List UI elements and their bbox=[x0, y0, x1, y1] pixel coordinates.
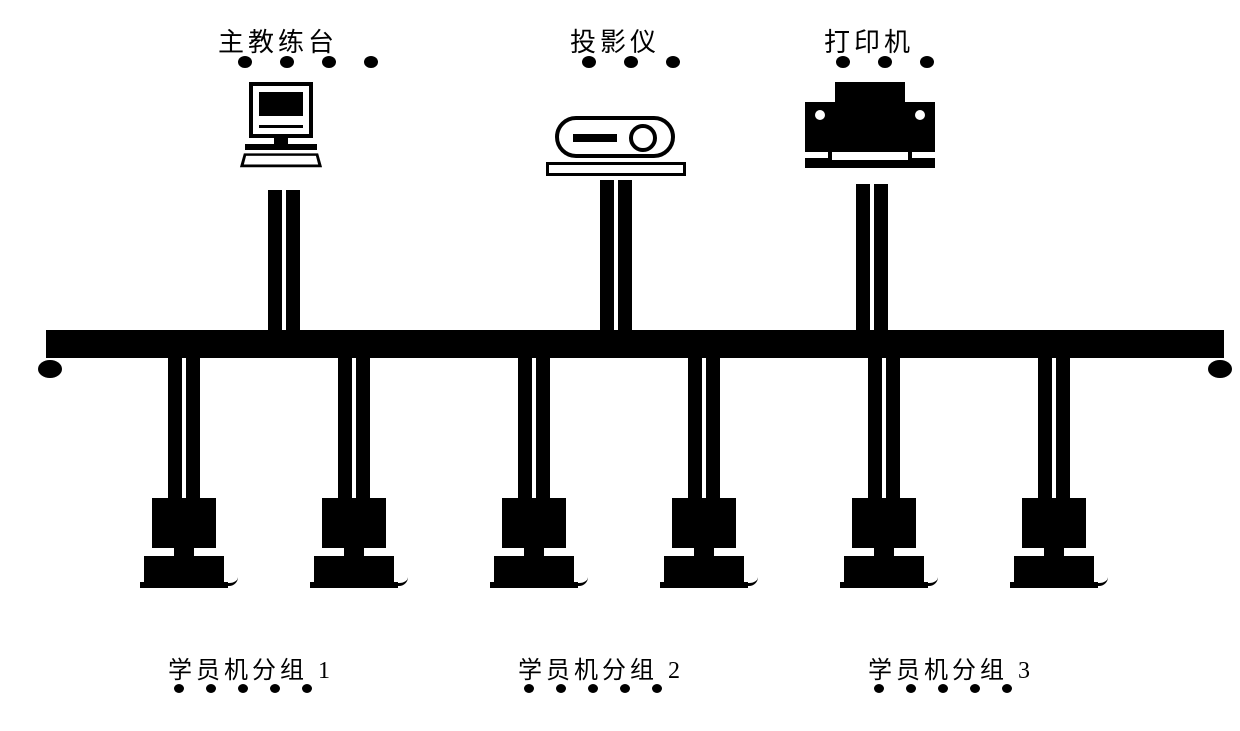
connector-g3-b bbox=[1038, 358, 1052, 498]
connector-g2-a bbox=[518, 358, 532, 498]
student-pc-icon bbox=[304, 498, 404, 598]
connector-projector bbox=[600, 180, 614, 330]
connector-instructor bbox=[268, 190, 282, 330]
projector-icon bbox=[550, 116, 680, 186]
connector-g1-b bbox=[338, 358, 352, 498]
instructor-dots bbox=[238, 56, 378, 68]
group2-dots bbox=[524, 684, 662, 693]
group2-label: 学员机分组 2 bbox=[518, 650, 684, 685]
printer-label: 打印机 bbox=[824, 22, 914, 59]
student-pc-icon bbox=[654, 498, 754, 598]
student-pc-icon bbox=[134, 498, 234, 598]
connector-g3-a bbox=[868, 358, 882, 498]
group1-label: 学员机分组 1 bbox=[168, 650, 334, 685]
group1-dots bbox=[174, 684, 312, 693]
student-pc-icon bbox=[484, 498, 584, 598]
bus-dot-right bbox=[1208, 360, 1232, 378]
student-pc-icon bbox=[1004, 498, 1104, 598]
instructor-label: 主教练台 bbox=[218, 22, 338, 59]
printer-icon bbox=[800, 82, 940, 182]
connector-g2-b bbox=[688, 358, 702, 498]
connector-printer bbox=[856, 184, 870, 330]
group3-label: 学员机分组 3 bbox=[868, 650, 1034, 685]
projector-label: 投影仪 bbox=[570, 22, 660, 59]
student-pc-icon bbox=[834, 498, 934, 598]
projector-dots bbox=[582, 56, 680, 68]
desktop-icon bbox=[236, 82, 326, 182]
network-bus bbox=[46, 330, 1224, 358]
group3-dots bbox=[874, 684, 1012, 693]
bus-dot-left bbox=[38, 360, 62, 378]
printer-dots bbox=[836, 56, 934, 68]
connector-g1-a bbox=[168, 358, 182, 498]
